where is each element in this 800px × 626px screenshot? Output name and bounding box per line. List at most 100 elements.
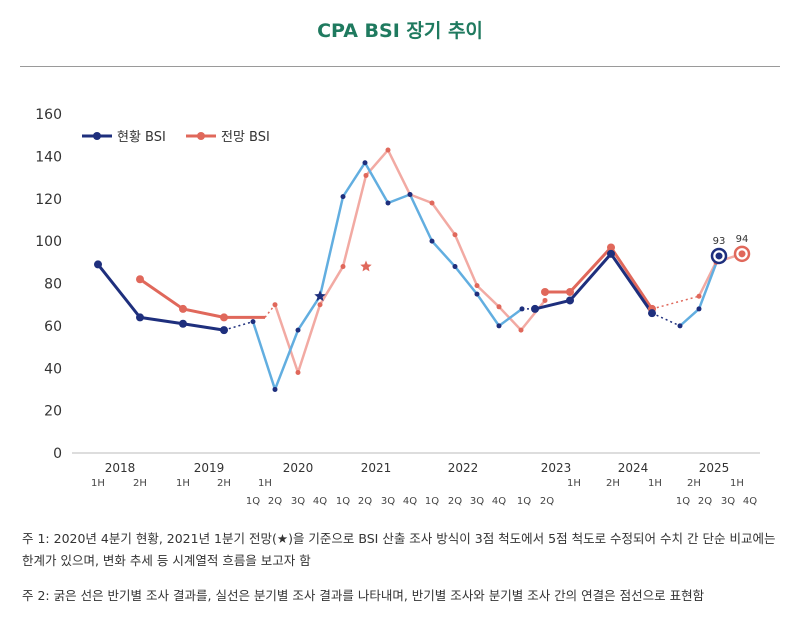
y-tick-label: 120 <box>35 192 62 208</box>
legend-label-current: 현황 BSI <box>117 130 166 145</box>
x-period-label: 3Q <box>721 496 735 507</box>
forecast-point <box>696 293 702 299</box>
forecast-latest-dot <box>738 250 746 258</box>
forecast-point <box>429 200 435 206</box>
current-point <box>696 306 702 312</box>
y-tick-label: 20 <box>44 404 62 420</box>
forecast-point <box>452 232 458 238</box>
forecast-half-year-line <box>545 245 654 310</box>
current-point <box>429 238 435 244</box>
current-point <box>519 306 525 312</box>
data-label: 94 <box>736 234 749 245</box>
x-period-label: 2H <box>133 478 147 489</box>
x-year-label: 2018 <box>105 461 136 475</box>
x-period-label: 1H <box>730 478 744 489</box>
y-tick-label: 0 <box>53 446 62 462</box>
forecast-quarterly-line <box>273 148 546 374</box>
x-period-label: 1Q <box>425 496 439 507</box>
current-latest-dot <box>715 252 723 260</box>
x-year-label: 2021 <box>361 461 392 475</box>
current-point <box>295 327 301 333</box>
footnote-1: 주 1: 2020년 4분기 현황, 2021년 1분기 전망(★)을 기준으로… <box>22 531 776 568</box>
forecast-point <box>295 369 301 375</box>
x-period-label: 4Q <box>743 496 757 507</box>
x-period-label: 2H <box>217 478 231 489</box>
x-period-label: 1Q <box>246 496 260 507</box>
current-point <box>474 291 480 297</box>
forecast-point <box>272 302 278 308</box>
current-half-year-line <box>534 252 654 315</box>
forecast-point <box>317 302 323 308</box>
x-year-label: 2023 <box>541 461 572 475</box>
star-marker <box>314 290 326 302</box>
page-title: CPA BSI 장기 추이 <box>317 20 483 42</box>
x-period-label: 1H <box>648 478 662 489</box>
y-tick-label: 140 <box>35 149 62 165</box>
forecast-point <box>607 243 615 252</box>
x-year-label: 2025 <box>699 461 730 475</box>
x-period-label: 2Q <box>698 496 712 507</box>
legend-label-forecast: 전망 BSI <box>221 130 270 145</box>
forecast-point <box>385 147 391 153</box>
star-marker <box>360 260 372 272</box>
x-period-label: 2Q <box>358 496 372 507</box>
current-connector <box>223 320 254 331</box>
current-point <box>496 323 502 329</box>
x-year-label: 2022 <box>448 461 479 475</box>
current-half-year-line <box>96 263 225 332</box>
x-period-label: 4Q <box>403 496 417 507</box>
forecast-point <box>518 327 524 333</box>
forecast-point <box>542 297 548 303</box>
forecast-point <box>136 275 144 284</box>
y-tick-label: 40 <box>44 361 62 377</box>
x-period-label: 2H <box>687 478 701 489</box>
current-point <box>648 309 656 318</box>
x-period-label: 4Q <box>313 496 327 507</box>
current-connector <box>651 312 681 327</box>
x-year-label: 2020 <box>283 461 314 475</box>
x-period-label: 3Q <box>381 496 395 507</box>
current-point <box>272 386 278 392</box>
y-tick-label: 80 <box>44 277 62 293</box>
legend-swatch-current-dot <box>93 132 101 140</box>
current-point <box>407 192 413 198</box>
y-tick-label: 60 <box>44 319 62 335</box>
current-point <box>677 323 683 329</box>
legend-swatch-forecast-dot <box>197 132 205 140</box>
x-year-label: 2019 <box>194 461 225 475</box>
forecast-point <box>541 287 549 296</box>
x-period-label: 1H <box>258 478 272 489</box>
forecast-point <box>340 264 346 270</box>
current-point <box>250 319 256 325</box>
current-point <box>531 304 539 313</box>
x-period-label: 1H <box>567 478 581 489</box>
x-period-label: 2H <box>606 478 620 489</box>
x-period-label: 1Q <box>517 496 531 507</box>
x-period-label: 1H <box>176 478 190 489</box>
x-period-label: 4Q <box>492 496 506 507</box>
forecast-connector <box>651 295 700 310</box>
current-point <box>362 160 368 166</box>
x-period-label: 2Q <box>540 496 554 507</box>
forecast-point <box>496 304 502 310</box>
current-point <box>94 260 102 269</box>
footnote-2: 주 2: 굵은 선은 반기별 조사 결과를, 실선은 분기별 조사 결과를 나타… <box>22 588 705 603</box>
current-point <box>179 319 187 328</box>
x-period-label: 2Q <box>448 496 462 507</box>
current-point <box>220 326 228 335</box>
x-period-label: 1Q <box>676 496 690 507</box>
title-divider <box>20 66 780 67</box>
y-tick-label: 100 <box>35 234 62 250</box>
forecast-point <box>220 313 228 322</box>
forecast-half-year-line <box>139 278 265 319</box>
y-tick-label: 160 <box>35 107 62 123</box>
current-point <box>566 296 574 305</box>
current-point <box>385 200 391 206</box>
current-point <box>136 313 144 322</box>
bsi-line-chart: 0 20 40 60 80 100 120 140 160 2018 2019 2020 2021 202… <box>35 107 760 507</box>
x-period-label: 1Q <box>336 496 350 507</box>
x-period-label: 2Q <box>268 496 282 507</box>
data-label: 93 <box>713 236 726 247</box>
forecast-point <box>363 172 369 178</box>
current-point <box>340 194 346 200</box>
